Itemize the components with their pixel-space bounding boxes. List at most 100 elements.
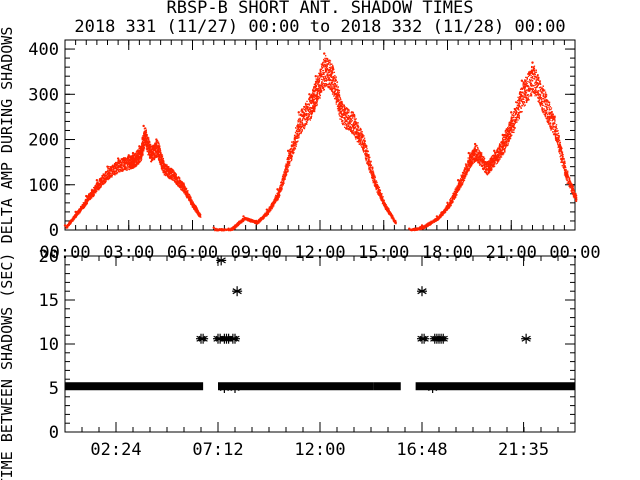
data-point — [150, 158, 153, 160]
data-point — [333, 76, 335, 78]
data-point — [285, 171, 287, 173]
data-point — [156, 149, 158, 151]
data-point — [93, 190, 95, 192]
data-point — [177, 181, 179, 184]
data-point — [134, 165, 136, 167]
data-point — [121, 164, 123, 166]
data-point — [163, 169, 165, 171]
data-point — [136, 156, 138, 158]
data-point — [101, 180, 104, 182]
data-point — [175, 178, 177, 180]
data-point — [135, 160, 137, 162]
data-point — [165, 168, 168, 170]
data-point — [153, 146, 155, 149]
data-point — [146, 148, 148, 151]
data-point — [178, 176, 180, 178]
data-point — [286, 158, 288, 161]
data-point — [170, 170, 172, 172]
data-point — [317, 79, 319, 82]
data-point — [316, 83, 319, 85]
data-point — [161, 153, 163, 156]
data-point — [141, 155, 143, 158]
data-point — [153, 158, 156, 161]
data-point — [181, 186, 183, 188]
data-point — [144, 127, 146, 129]
data-point — [175, 176, 177, 178]
data-point — [321, 73, 323, 76]
data-point — [123, 166, 125, 168]
data-point — [101, 177, 103, 179]
data-point — [314, 86, 317, 89]
data-point — [318, 81, 320, 83]
data-point — [133, 166, 135, 168]
data-point — [85, 201, 88, 203]
data-point — [302, 125, 304, 128]
data-point — [247, 217, 249, 220]
data-point — [331, 81, 334, 83]
data-point — [121, 161, 124, 163]
data-point — [306, 121, 308, 124]
data-point — [271, 203, 273, 205]
data-point — [125, 169, 127, 171]
data-point — [132, 163, 134, 166]
data-point — [90, 189, 93, 191]
data-point — [98, 179, 101, 181]
data-point — [178, 179, 180, 181]
data-point — [276, 198, 279, 201]
data-point — [181, 183, 184, 185]
data-point — [177, 184, 179, 187]
data-point — [163, 170, 166, 172]
data-point — [174, 172, 176, 175]
data-point — [297, 124, 299, 127]
data-point — [192, 204, 194, 206]
data-point — [259, 220, 262, 222]
data-point — [145, 138, 148, 140]
data-point — [291, 152, 293, 154]
data-point — [328, 75, 330, 77]
data-point — [143, 150, 145, 152]
data-point — [109, 174, 111, 176]
data-point — [332, 87, 334, 89]
data-point — [328, 71, 331, 73]
data-point — [281, 185, 283, 188]
data-point — [233, 226, 236, 229]
data-point — [163, 162, 165, 165]
data-point — [296, 128, 299, 130]
data-point — [121, 170, 123, 172]
data-point — [308, 118, 311, 120]
data-point — [326, 65, 328, 67]
x-tick-label: 12:00 — [294, 243, 345, 263]
data-point — [317, 96, 319, 98]
data-point — [222, 229, 225, 231]
data-point — [299, 118, 302, 120]
data-point — [84, 202, 86, 204]
data-point — [284, 177, 286, 179]
data-point — [155, 154, 157, 156]
data-point — [166, 168, 168, 170]
data-point — [183, 182, 185, 185]
data-point — [281, 183, 284, 185]
data-point — [100, 186, 102, 188]
data-point — [111, 167, 113, 170]
data-point — [147, 142, 149, 145]
data-point — [183, 186, 185, 188]
data-point — [97, 181, 99, 183]
data-point — [315, 102, 318, 104]
data-point — [149, 150, 152, 153]
data-point — [145, 148, 147, 150]
data-point — [79, 210, 81, 212]
data-point — [285, 169, 288, 171]
data-point — [198, 214, 201, 216]
data-point — [306, 106, 308, 108]
data-point — [315, 82, 317, 84]
data-point — [317, 90, 319, 92]
data-point — [165, 164, 167, 166]
data-point — [329, 63, 332, 65]
data-point — [175, 181, 177, 183]
data-point — [159, 145, 161, 147]
data-point — [166, 173, 169, 176]
data-point — [177, 180, 180, 183]
data-point — [290, 147, 292, 150]
data-point — [326, 58, 329, 61]
data-point — [112, 173, 115, 175]
